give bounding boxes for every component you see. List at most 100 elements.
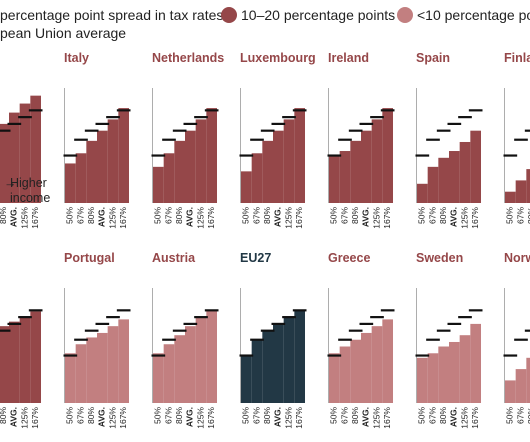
- tick-label: AVG.: [273, 407, 283, 427]
- tick-label: AVG.: [361, 207, 371, 227]
- tick-label: AVG.: [97, 407, 107, 427]
- tick-label: 67%: [515, 407, 525, 424]
- tick-label: 80%: [262, 407, 272, 424]
- tick-label: 67%: [251, 407, 261, 424]
- bar: [118, 319, 130, 403]
- bar: [251, 153, 263, 203]
- annotation-arrow: →: [4, 176, 17, 190]
- bar: [174, 335, 186, 403]
- tick-label: 80%: [86, 207, 96, 224]
- tick-label: 67%: [427, 207, 437, 224]
- bar: [262, 330, 274, 403]
- bar: [505, 380, 516, 403]
- panel-title: Netherlands: [152, 51, 224, 65]
- tick-label: AVG.: [97, 207, 107, 227]
- tick-label: 80%: [0, 407, 8, 424]
- panel-title: Greece: [328, 251, 370, 265]
- tick-label: 80%: [438, 207, 448, 224]
- panel-norw: Norw50%67%80%AVG.125%167%: [503, 251, 530, 424]
- panel-luxembourg: Luxembourg 50% 67% 80% AVG. 125% 167%: [239, 51, 316, 229]
- tick-label: 80%: [174, 407, 184, 424]
- tick-label: 80%: [0, 207, 8, 224]
- tick-label: 167%: [206, 407, 216, 429]
- bar: [339, 346, 351, 403]
- tick-label: 125%: [371, 407, 381, 429]
- bar: [371, 119, 383, 203]
- tick-label: 67%: [339, 407, 349, 424]
- bar: [206, 310, 218, 403]
- panel-cropped-7: 50%67%80%AVG.125%167%: [0, 309, 43, 429]
- tick-label: 50%: [241, 207, 251, 224]
- bar: [382, 319, 394, 403]
- bar: [86, 140, 98, 203]
- bar: [0, 123, 10, 203]
- tick-label: 80%: [526, 207, 530, 224]
- tick-label: 67%: [515, 207, 525, 224]
- tick-label: 167%: [30, 407, 40, 429]
- panel-title: Luxembourg: [240, 51, 316, 65]
- bar: [75, 344, 87, 403]
- bar: [97, 130, 108, 203]
- bar: [273, 130, 284, 203]
- bar: [30, 311, 42, 403]
- tick-label: 50%: [65, 207, 75, 224]
- bar: [350, 339, 362, 403]
- bar: [9, 321, 20, 403]
- bar: [459, 335, 471, 403]
- bar: [329, 353, 340, 403]
- panel-italy: Italy 50% 67% 80% AVG. 125% 167%: [63, 51, 131, 229]
- bar: [241, 355, 252, 403]
- tick-label: 125%: [107, 407, 117, 429]
- panel-ireland: Ireland 50% 67% 80% AVG. 125% 167%: [327, 51, 395, 229]
- bar: [153, 353, 164, 403]
- tick-label: 167%: [470, 407, 480, 429]
- bar: [97, 332, 108, 403]
- tick-label: 167%: [382, 407, 392, 429]
- legend-eu-average-label: pean Union average: [0, 25, 126, 41]
- bar: [75, 153, 87, 203]
- bar: [185, 326, 196, 403]
- panel-title: Sweden: [416, 251, 463, 265]
- legend: percentage point spread in tax rates 10–…: [0, 7, 530, 41]
- tick-label: 125%: [195, 407, 205, 429]
- higher-income-annotation: → Higher income: [4, 176, 50, 205]
- bar: [294, 310, 306, 403]
- tick-label: 67%: [339, 207, 349, 224]
- tick-label: 50%: [153, 207, 163, 224]
- tick-label: 167%: [382, 207, 392, 229]
- tick-label: 125%: [19, 207, 29, 229]
- panel-title: Italy: [64, 51, 89, 65]
- bar: [107, 326, 119, 403]
- bar: [262, 140, 274, 203]
- tick-label: 167%: [30, 207, 40, 229]
- bar: [65, 353, 76, 403]
- tick-label: 125%: [195, 207, 205, 229]
- bar: [163, 153, 175, 203]
- bar: [438, 157, 450, 203]
- tick-label: 67%: [75, 407, 85, 424]
- tick-label: 125%: [283, 207, 293, 229]
- panel-title: EU27: [240, 251, 271, 265]
- panel-cropped-0: 50%67%80%AVG.125%167%: [0, 95, 43, 229]
- tick-label: 80%: [350, 407, 360, 424]
- tick-label: 167%: [118, 207, 128, 229]
- panel-sweden: Sweden 50% 67% 80% AVG. 125% 167%: [415, 251, 483, 429]
- tick-label: 50%: [329, 407, 339, 424]
- legend-swatch-high: [221, 7, 237, 23]
- bar: [449, 341, 460, 403]
- tick-label: 80%: [350, 207, 360, 224]
- tick-label: 167%: [294, 207, 304, 229]
- bar: [118, 108, 130, 203]
- legend-spread-label: percentage point spread in tax rates: [0, 7, 223, 23]
- bar: [438, 346, 450, 403]
- panel-title: Ireland: [328, 51, 369, 65]
- bar: [241, 171, 252, 203]
- bar: [174, 140, 186, 203]
- bar: [350, 140, 362, 203]
- bar: [382, 108, 394, 203]
- bar: [9, 112, 20, 203]
- bar: [470, 323, 482, 403]
- tick-label: 50%: [241, 407, 251, 424]
- bar: [163, 344, 175, 403]
